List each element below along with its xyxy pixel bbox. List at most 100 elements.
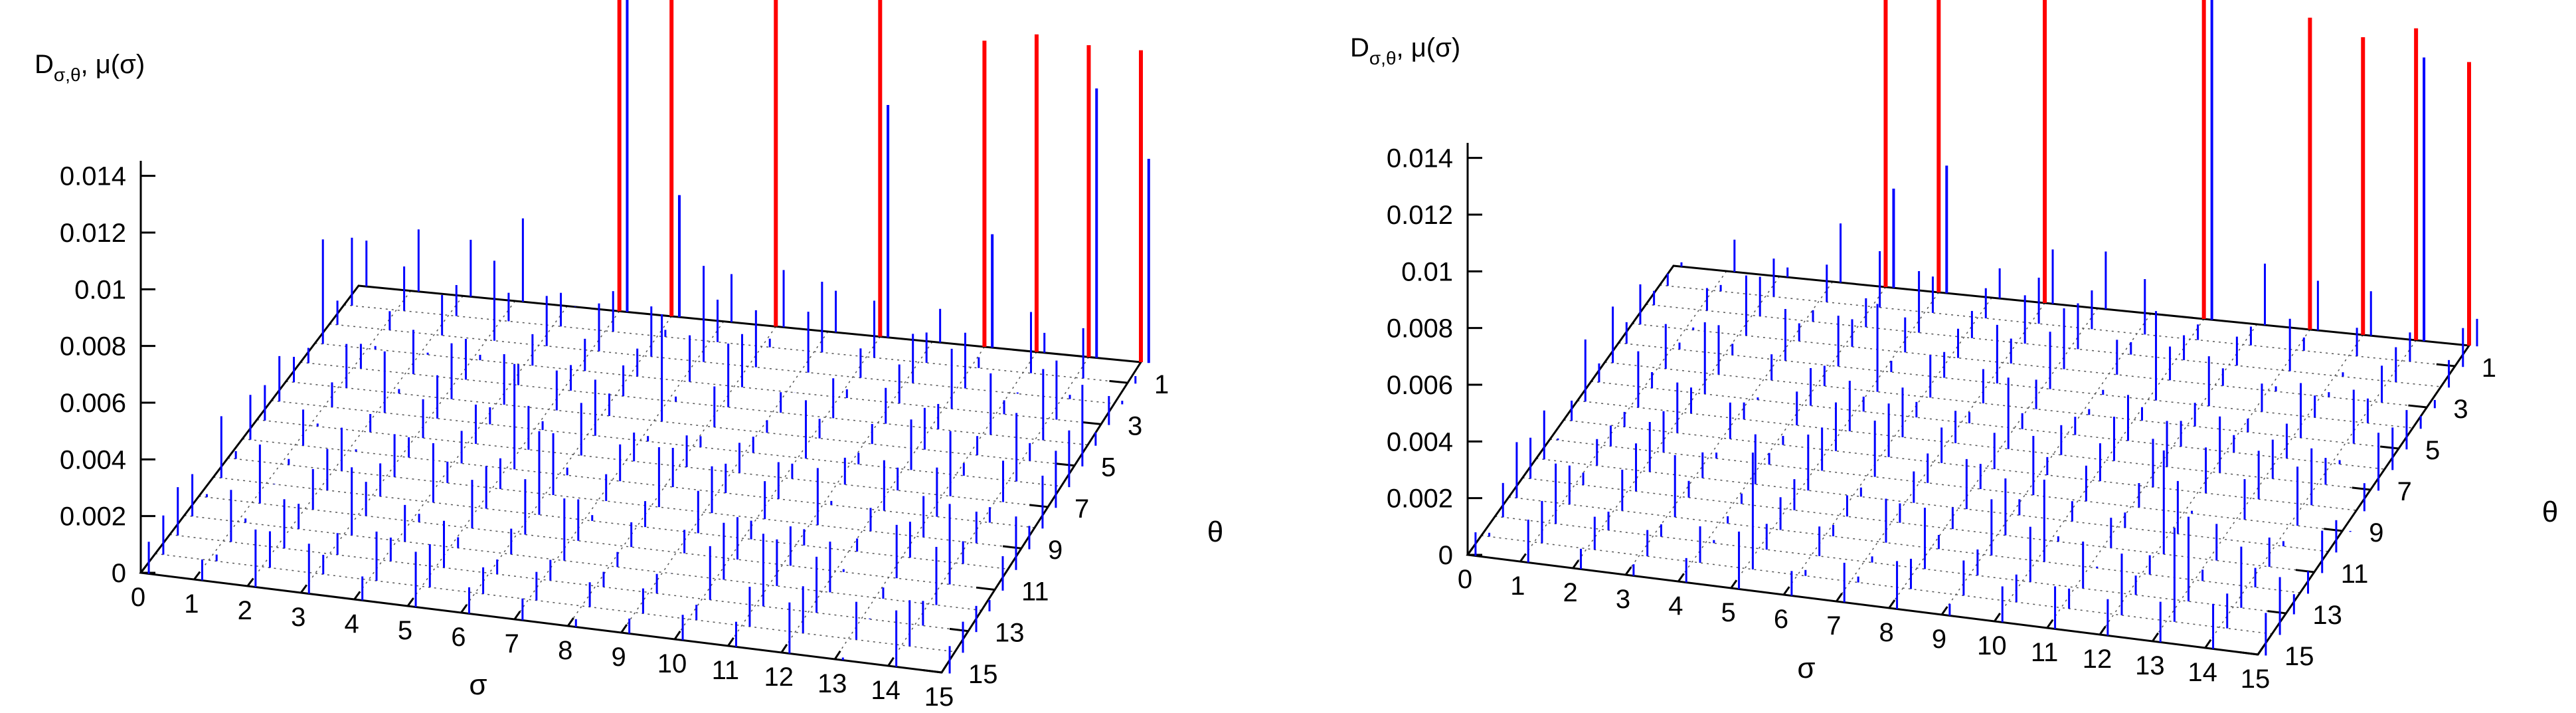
x-tick <box>1466 546 1474 556</box>
x-tick <box>246 577 254 587</box>
grid-line-theta <box>228 457 1022 549</box>
y-tick-label: 9 <box>1048 536 1063 565</box>
y-tick <box>1029 504 1049 508</box>
grid-line-theta <box>169 534 969 632</box>
grid-line-theta <box>184 514 982 611</box>
grid-line-theta <box>1646 304 2441 387</box>
z-tick-label: 0.002 <box>60 502 126 532</box>
x-tick-label: 3 <box>1616 585 1630 614</box>
z-tick-label: 0.006 <box>60 389 126 418</box>
grid-line-theta <box>199 496 995 591</box>
x-tick <box>406 597 414 607</box>
grid-line-theta <box>1508 496 2300 593</box>
grid-line-sigma <box>460 316 672 613</box>
z-tick-label: 0.002 <box>1387 484 1453 514</box>
x-tick <box>780 643 788 653</box>
y-tick <box>2352 486 2371 491</box>
y-tick-label: 7 <box>1074 494 1089 524</box>
y-tick-label: 7 <box>2397 477 2412 506</box>
x-tick-label: 10 <box>1977 631 2007 661</box>
x-tick <box>1677 573 1685 582</box>
y-tick <box>2324 528 2343 532</box>
grid-line-theta <box>286 381 1075 466</box>
z-tick-label: 0.014 <box>60 162 126 191</box>
z-tick-label: 0.012 <box>1387 201 1453 230</box>
y-tick <box>1002 545 1022 550</box>
grid-line-theta <box>1590 381 2385 470</box>
x-tick-label: 2 <box>238 596 252 625</box>
x-tick-label: 9 <box>1932 625 1946 654</box>
x-tick-label: 12 <box>764 662 794 692</box>
y-tick-label: 3 <box>2453 395 2468 424</box>
x-tick-label: 9 <box>611 643 626 672</box>
x-tick <box>833 650 841 660</box>
x-tick <box>1940 606 1948 615</box>
y-axis-title: θ <box>1207 516 1223 548</box>
x-tick <box>1519 553 1527 562</box>
x-tick <box>193 571 201 580</box>
y-tick-label: 9 <box>2369 518 2383 548</box>
x-tick <box>2257 645 2265 655</box>
z-tick-label: 0.01 <box>74 275 126 304</box>
z-axis-title-suffix: , μ(σ) <box>81 50 145 79</box>
grid-line-sigma <box>620 331 829 633</box>
z-tick-label: 0.004 <box>60 445 126 474</box>
x-tick <box>513 611 521 620</box>
grid-line-theta <box>1577 400 2371 490</box>
x-tick <box>1782 586 1790 595</box>
x-tick <box>727 637 734 647</box>
y-tick <box>1109 379 1128 384</box>
y-tick-label: 1 <box>2482 354 2496 383</box>
grid-line-theta <box>300 361 1088 446</box>
z-axis-title-main: D <box>1350 33 1369 62</box>
grid-line-sigma <box>247 295 464 587</box>
x-tick-label: 14 <box>2188 658 2217 687</box>
x-tick-label: 1 <box>1510 571 1525 601</box>
grid-line-theta <box>1604 361 2399 449</box>
z-axis-title: Dσ,θ, μ(σ) <box>1350 33 1460 68</box>
grid-line-theta <box>344 304 1128 383</box>
x-tick <box>353 591 361 600</box>
grid-line-sigma <box>674 336 881 640</box>
x-tick-label: 5 <box>398 616 412 645</box>
grid-line-sigma <box>727 341 933 647</box>
grid-line-theta <box>242 438 1035 528</box>
grid-line-theta <box>1536 458 2329 552</box>
grid-line-theta <box>1618 342 2413 429</box>
y-tick <box>1082 421 1102 425</box>
grid-line-sigma <box>1573 276 1780 569</box>
x-tick <box>460 604 468 613</box>
grid-line-theta <box>155 553 956 653</box>
x-tick <box>887 657 895 666</box>
x-tick-label: 11 <box>712 656 740 685</box>
y-tick-label: 15 <box>2284 642 2314 671</box>
y-tick <box>2295 569 2314 573</box>
x-tick <box>2099 625 2106 635</box>
grid-line-theta <box>1549 439 2343 532</box>
x-tick-label: 1 <box>184 589 199 619</box>
y-tick <box>922 669 942 674</box>
grid-line-sigma <box>2099 329 2311 635</box>
y-tick <box>976 586 995 591</box>
x-tick-label: 11 <box>2031 638 2059 667</box>
x-tick-label: 8 <box>1879 618 1894 647</box>
y-tick <box>2436 363 2455 367</box>
y-tick-label: 5 <box>1101 453 1116 482</box>
x-tick <box>620 624 628 633</box>
y-tick <box>1056 462 1075 467</box>
x-tick <box>2152 632 2160 642</box>
y-tick <box>2408 404 2427 409</box>
grid-line-theta <box>1632 323 2427 408</box>
x-tick-label: 12 <box>2083 645 2112 674</box>
x-axis-title: σ <box>469 668 487 701</box>
x-tick <box>566 617 574 627</box>
y-tick-label: 15 <box>968 660 998 689</box>
y-tick-label: 3 <box>1128 411 1142 441</box>
x-tick-label: 15 <box>924 682 954 712</box>
x-tick-label: 3 <box>291 603 305 632</box>
grid-line-theta <box>271 400 1062 487</box>
x-tick <box>1994 613 2001 622</box>
z-axis-title: Dσ,θ, μ(σ) <box>35 50 145 85</box>
z-tick-label: 0.006 <box>1387 371 1453 400</box>
